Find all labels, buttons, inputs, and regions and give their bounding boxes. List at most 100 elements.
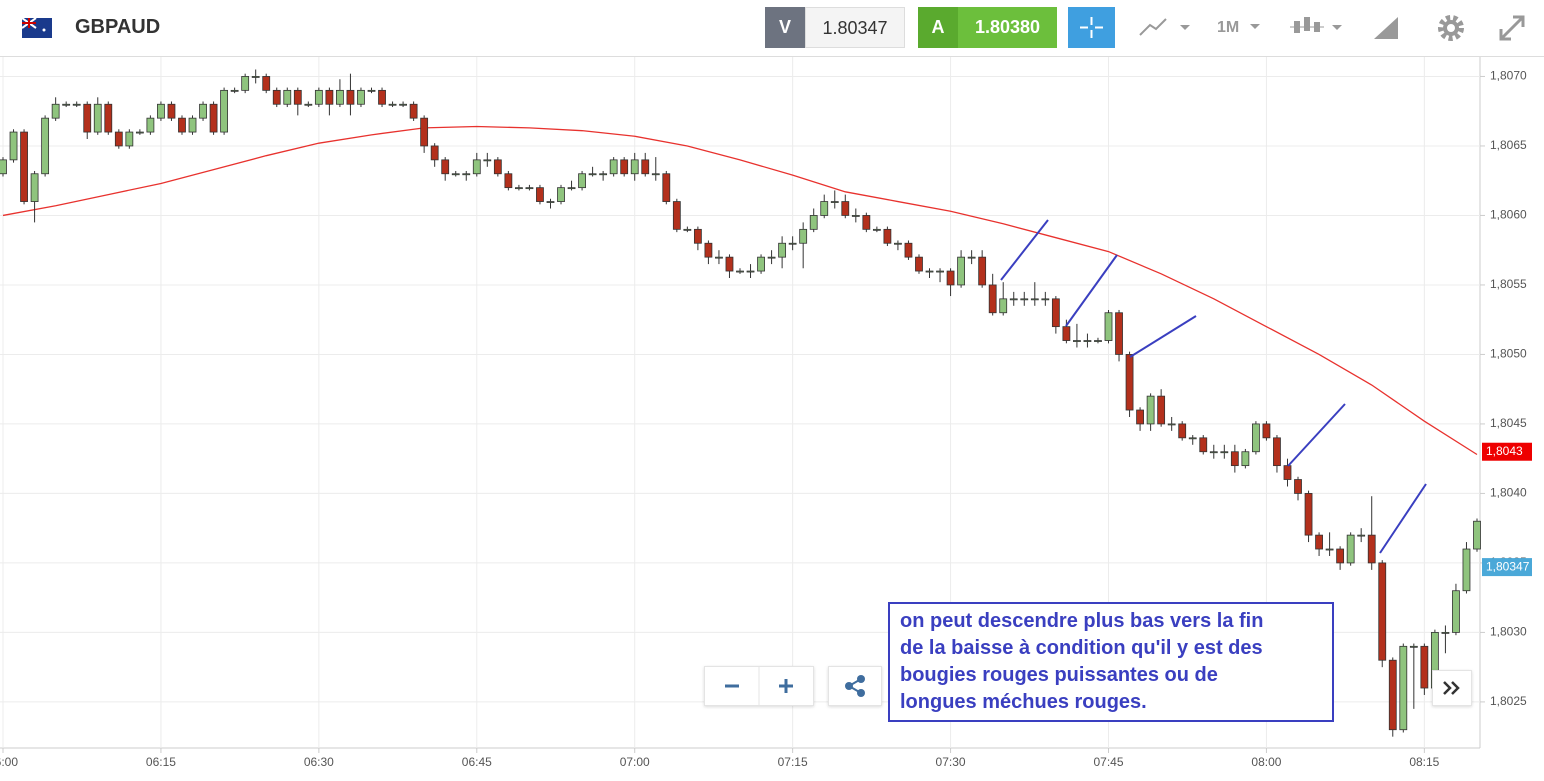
x-tick-label: 07:15 <box>778 755 808 769</box>
y-tick-label: 1,8070 <box>1490 69 1527 83</box>
candle-body <box>704 242 713 258</box>
candle-body <box>20 131 28 202</box>
candle-body <box>199 103 207 119</box>
chart-type-button[interactable] <box>1138 13 1198 43</box>
candle-body <box>346 89 355 105</box>
candle-body <box>1315 534 1323 550</box>
candle-body <box>1273 437 1281 467</box>
candle-body <box>51 103 60 119</box>
candle-body <box>272 89 281 105</box>
sell-label[interactable]: V <box>765 7 805 48</box>
candle-body <box>788 242 797 245</box>
timeframe[interactable]: 1M <box>1217 19 1240 36</box>
candle-body <box>567 187 576 190</box>
candle-body <box>1367 534 1376 564</box>
candle-body <box>915 256 923 272</box>
annotation-line <box>1379 483 1427 554</box>
candle-body <box>525 187 534 190</box>
y-tick-label: 1,8030 <box>1490 625 1527 639</box>
candle-body <box>1357 534 1366 537</box>
candle-body <box>251 76 260 78</box>
x-tick-label: 07:30 <box>936 755 966 769</box>
y-tick-label: 1,8060 <box>1490 208 1527 222</box>
candle-body <box>388 103 397 106</box>
candle-body <box>1388 659 1397 731</box>
candles-button[interactable] <box>1290 13 1350 43</box>
candle-body <box>757 256 765 272</box>
candle-body <box>883 228 892 244</box>
candle-body <box>357 89 365 105</box>
scroll-end-button[interactable] <box>1432 670 1472 706</box>
candle-body <box>241 76 250 91</box>
candle-body <box>62 103 71 106</box>
dropdown-arrow <box>1250 24 1260 29</box>
candle-body <box>946 270 955 286</box>
settings-button[interactable] <box>1436 13 1466 43</box>
candle-body <box>830 201 839 203</box>
annotation-line-text: bougies rouges puissantes ou de <box>900 664 1218 686</box>
candle-body <box>588 173 597 176</box>
candle-body <box>641 159 650 175</box>
candle-body <box>93 103 102 133</box>
sell-price[interactable]: 1.80347 <box>805 7 905 48</box>
x-tick-label: 06:15 <box>146 755 176 769</box>
candle-body <box>1283 465 1292 480</box>
candle-body <box>1220 451 1229 454</box>
candle-body <box>1167 423 1176 426</box>
candle-body <box>41 117 50 175</box>
candle-body <box>599 173 608 176</box>
fullscreen-button[interactable] <box>1497 13 1527 43</box>
y-tick-label: 1,8025 <box>1490 694 1527 708</box>
buy-label[interactable]: A <box>918 7 958 48</box>
candle-body <box>988 284 997 314</box>
candle-body <box>504 173 513 189</box>
candle-body <box>325 89 334 105</box>
candle-body <box>1136 409 1144 425</box>
candle-body <box>1304 493 1313 536</box>
candle-body <box>557 187 565 202</box>
candle-body <box>314 89 323 105</box>
candle-body <box>1146 395 1155 425</box>
candle-body <box>809 215 818 230</box>
y-tick-label: 1,8050 <box>1490 347 1527 361</box>
candle-body <box>430 145 439 161</box>
candle-body <box>1188 437 1197 440</box>
buy-price[interactable]: 1.80380 <box>958 7 1057 48</box>
candle-body <box>483 159 492 162</box>
x-tick-label: 07:00 <box>620 755 650 769</box>
candle-body <box>367 89 376 92</box>
crosshair-button[interactable] <box>1068 7 1115 48</box>
candle-body <box>114 131 123 147</box>
candle-body <box>188 117 197 133</box>
candle-body <box>178 117 186 133</box>
candle-body <box>1030 298 1039 301</box>
draw-button[interactable] <box>1372 13 1402 43</box>
candle-body <box>1325 548 1334 551</box>
candle-body <box>620 159 629 175</box>
candle-body <box>546 201 555 203</box>
candle-body <box>715 256 723 259</box>
price-tag-label: 1,80347 <box>1486 559 1530 573</box>
zoom-in[interactable] <box>779 679 793 693</box>
share-button[interactable] <box>828 666 882 706</box>
zoom-buttons <box>704 666 814 706</box>
candle-body <box>1125 354 1134 411</box>
candle-body <box>851 215 860 217</box>
candle-body <box>30 173 39 202</box>
candle-body <box>736 270 744 273</box>
annotation-line <box>1287 403 1346 467</box>
candle-body <box>167 103 176 119</box>
y-tick-label: 1,8040 <box>1490 486 1527 500</box>
candle-body <box>841 201 850 216</box>
x-tick-label: 07:45 <box>1093 755 1123 769</box>
candle-body <box>778 242 787 258</box>
price-tag <box>1482 442 1532 461</box>
candle-body <box>683 228 692 231</box>
candle-body <box>1399 645 1408 731</box>
symbol: GBPAUD <box>75 16 161 38</box>
candle-body <box>283 89 292 105</box>
candle-body <box>209 103 218 133</box>
candle-body <box>925 270 934 273</box>
candle-body <box>820 201 829 216</box>
